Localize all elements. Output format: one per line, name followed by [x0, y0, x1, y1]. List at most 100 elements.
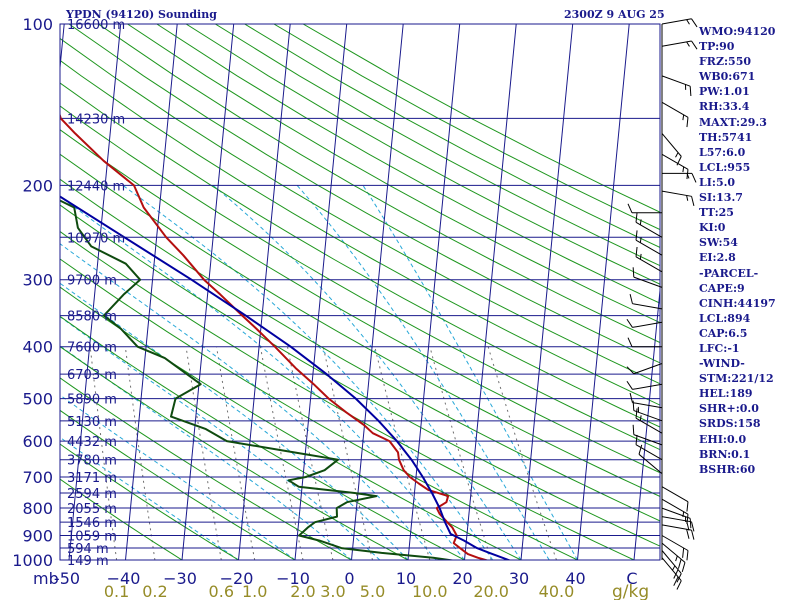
height-label: 7600 m [67, 341, 117, 356]
isotherm-line [181, 24, 235, 560]
isotherm-line [577, 24, 630, 560]
height-label: 2055 m [67, 502, 117, 517]
temperature-tick-label: −10 [276, 569, 310, 588]
mixing-ratio-unit-label: g/kg [612, 582, 649, 600]
isotherm-line [294, 24, 348, 560]
wind-barb [661, 75, 692, 97]
station-title: YPDN (94120) Sounding [66, 8, 217, 21]
wind-barb [632, 424, 663, 446]
mixing-ratio-label: 40.0 [539, 582, 575, 600]
mixing-ratio-label: 0.6 [209, 582, 234, 600]
wind-barb [661, 516, 695, 532]
index-row: LFC:-1 [699, 341, 740, 355]
index-row: LI:5.0 [699, 175, 736, 189]
index-row: PW:1.01 [699, 85, 750, 99]
index-row: FRZ:550 [699, 55, 752, 69]
pressure-tick-label: 400 [22, 338, 53, 357]
moist-adiabat-line [60, 394, 296, 560]
pressure-tick-label: 600 [22, 432, 53, 451]
height-label: 10970 m [67, 231, 125, 246]
temperature-profile [60, 112, 490, 560]
index-row: HEL:189 [699, 387, 753, 401]
height-label: 2594 m [67, 487, 117, 502]
pressure-tick-label: 500 [22, 390, 53, 409]
mixing-ratio-label: 20.0 [473, 582, 509, 600]
height-label: 1059 m [67, 529, 117, 544]
pressure-tick-label: 200 [22, 176, 53, 195]
mixing-ratio-label: 5.0 [360, 582, 385, 600]
height-label: 14230 m [67, 112, 125, 127]
wind-barb [626, 380, 663, 390]
mixing-ratio-label: 0.2 [142, 582, 167, 600]
wind-barb [661, 535, 689, 561]
index-row: STM:221/12 [699, 372, 774, 386]
index-row: SHR+:0.0 [699, 402, 759, 416]
wind-barb [629, 392, 663, 409]
height-label: 5130 m [67, 415, 117, 430]
observation-time: 2300Z 9 AUG 25 [564, 8, 665, 21]
mixing-ratio-line [374, 346, 431, 560]
index-row: WMO:94120 [699, 25, 776, 38]
index-row: SW:54 [699, 236, 738, 250]
indices-panel: WMO:94120 TP:90 FRZ:550 WB0:671 PW:1.01 RH:33… [699, 24, 799, 477]
index-row: BSHR:60 [699, 462, 756, 476]
index-row: LCL:955 [699, 160, 751, 174]
pressure-tick-label: 1000 [12, 551, 53, 570]
wind-barb [626, 318, 663, 328]
isotherm-line [407, 24, 461, 560]
pressure-tick-label: 100 [22, 15, 53, 34]
moist-adiabat-line [60, 316, 381, 560]
isotherm-line [0, 24, 8, 560]
wind-barb [661, 524, 695, 540]
wind-barb [662, 172, 697, 183]
wind-barb [629, 294, 663, 310]
index-row: CAP:6.5 [699, 326, 748, 340]
temperature-tick-label: −20 [220, 569, 254, 588]
index-row: EHI:0.0 [699, 432, 747, 446]
moist-adiabat-line [296, 185, 550, 560]
pressure-tick-label: 700 [22, 468, 53, 487]
plot-frame [59, 23, 661, 561]
wind-barb [635, 246, 663, 273]
height-label: 5890 m [67, 393, 117, 408]
temperature-tick-label: C [626, 569, 637, 588]
index-row: CINH:44197 [699, 296, 776, 310]
isotherm-line [125, 24, 178, 560]
mixing-ratio-line [124, 346, 156, 560]
mixing-ratio-label: 3.0 [320, 582, 345, 600]
temperature-tick-label: 10 [396, 569, 416, 588]
height-label: 12440 m [67, 179, 125, 194]
wind-barb [661, 190, 695, 206]
temperature-tick-label: -50 [54, 569, 80, 588]
temperature-tick-label: −40 [107, 569, 141, 588]
height-label: 16600 m [67, 18, 125, 33]
height-label: 149 m [67, 554, 109, 569]
index-row: TP:90 [699, 40, 735, 54]
pressure-tick-label: 300 [22, 271, 53, 290]
dry-adiabat-line [68, 24, 660, 364]
mixing-ratio-label: 1.0 [242, 582, 267, 600]
mixing-ratio-label: 0.1 [104, 582, 129, 600]
index-row: MAXT:29.3 [699, 115, 767, 129]
mixing-ratio-label: 10.0 [412, 582, 448, 600]
wind-barb [635, 434, 663, 461]
wind-barb [661, 486, 689, 512]
index-row: L57:6.0 [699, 145, 746, 159]
height-label: 9700 m [67, 274, 117, 289]
dry-adiabat-line [98, 24, 660, 344]
isotherm-line [520, 24, 574, 560]
index-row: -WIND- [699, 357, 745, 371]
height-label: 8580 m [67, 310, 117, 325]
wind-barb [661, 498, 689, 525]
height-label: 6703 m [67, 368, 117, 383]
pressure-tick-label: 900 [22, 526, 53, 545]
wind-barb [632, 267, 663, 288]
wind-barb [661, 18, 698, 28]
temperature-tick-label: 40 [565, 569, 585, 588]
wind-barb [661, 133, 682, 166]
index-row: EI:2.8 [699, 251, 736, 265]
wind-barb [626, 363, 663, 375]
parcel-path [60, 195, 512, 560]
wind-barb [632, 400, 663, 422]
